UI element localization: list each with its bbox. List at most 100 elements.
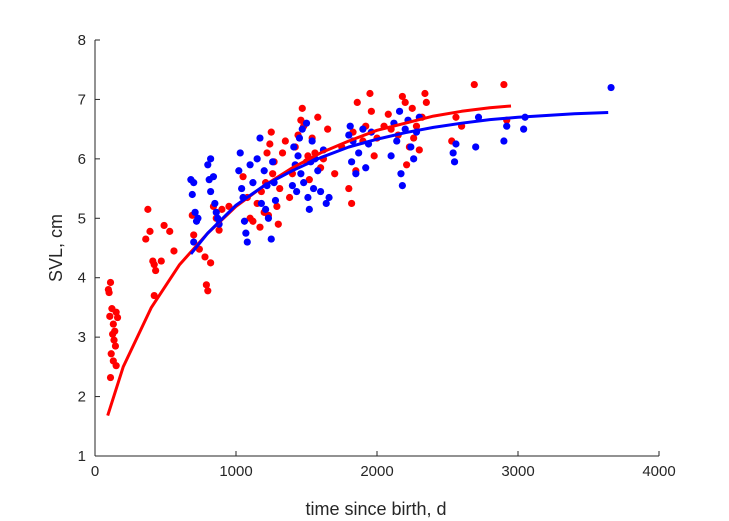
data-point [107,350,115,358]
data-point [191,208,199,216]
x-axis-ticks: 0 1000 2000 3000 4000 [91,451,676,480]
data-point [257,199,265,208]
data-point [452,140,460,148]
data-point [215,226,223,234]
x-tick-label: 0 [91,463,99,480]
data-point [355,149,363,157]
data-point [422,98,430,106]
data-point [281,137,289,145]
data-point [297,170,305,178]
data-point [474,113,483,121]
y-tick-label: 6 [78,151,86,168]
data-point [370,152,378,160]
data-point [403,161,411,169]
y-tick-label: 8 [78,32,86,49]
data-point [302,119,311,127]
data-point [201,253,209,261]
data-point [218,205,226,213]
x-axis-title: time since birth, d [305,499,446,519]
data-point [274,220,282,228]
data-point [207,155,215,163]
data-point [324,125,332,133]
fit-curve-1 [189,111,609,255]
data-point [240,217,249,225]
data-point [266,140,274,148]
data-point [246,161,254,169]
data-point [278,149,287,157]
data-point [314,167,322,175]
data-point [367,107,375,115]
data-point [106,373,115,382]
data-point [415,146,423,154]
data-point [297,116,305,124]
data-point [253,155,261,163]
data-point [188,190,196,199]
y-tick-label: 7 [78,91,86,108]
data-point [271,196,280,205]
data-point [262,205,270,213]
x-tick-label: 1000 [219,463,252,480]
data-point [267,128,275,136]
data-point [111,342,120,350]
data-point [398,92,406,101]
data-point [235,167,243,175]
y-tick-label: 5 [78,210,86,227]
y-tick-label: 4 [78,270,86,287]
data-point [298,104,306,112]
data-point [249,217,257,225]
data-point [407,143,415,151]
data-point [500,137,508,145]
x-tick-label: 3000 [501,463,534,480]
data-point [314,113,322,121]
data-point [160,221,168,230]
data-point [387,152,395,160]
data-point [607,83,615,92]
data-point [470,80,478,89]
data-point [150,291,158,300]
data-point [325,193,333,202]
y-axis-title: SVL, cm [46,214,66,282]
data-point [256,134,264,142]
data-point [260,167,268,175]
data-point [410,134,418,142]
fit-curve-0 [106,104,512,417]
data-point [211,199,219,208]
plot-area [104,80,615,417]
data-point [398,182,406,190]
data-point [243,238,251,246]
data-point [190,179,198,187]
data-point [449,149,457,157]
data-point [345,184,353,193]
data-point [150,261,158,269]
data-point [393,137,401,145]
data-point [359,125,367,133]
data-point [202,281,210,289]
data-point [290,143,298,151]
data-point [276,184,284,193]
data-point [269,158,277,166]
data-point [295,134,304,142]
data-point [331,170,339,178]
data-point [212,208,220,216]
data-point [308,137,316,145]
data-point [450,158,459,166]
data-point [345,131,353,139]
data-point [109,330,117,338]
data-point [503,122,511,130]
data-point [285,193,294,202]
data-point [110,336,118,344]
data-point [142,235,150,243]
data-point [348,199,356,208]
data-point [322,199,330,208]
data-point [236,149,244,157]
data-point [452,113,460,121]
data-point [225,202,233,210]
data-point [106,312,114,320]
data-point [288,182,296,190]
data-point [109,320,117,328]
data-point [317,187,325,196]
data-point [348,158,356,166]
data-point [249,179,257,187]
data-point [209,173,218,181]
data-point [105,288,113,297]
